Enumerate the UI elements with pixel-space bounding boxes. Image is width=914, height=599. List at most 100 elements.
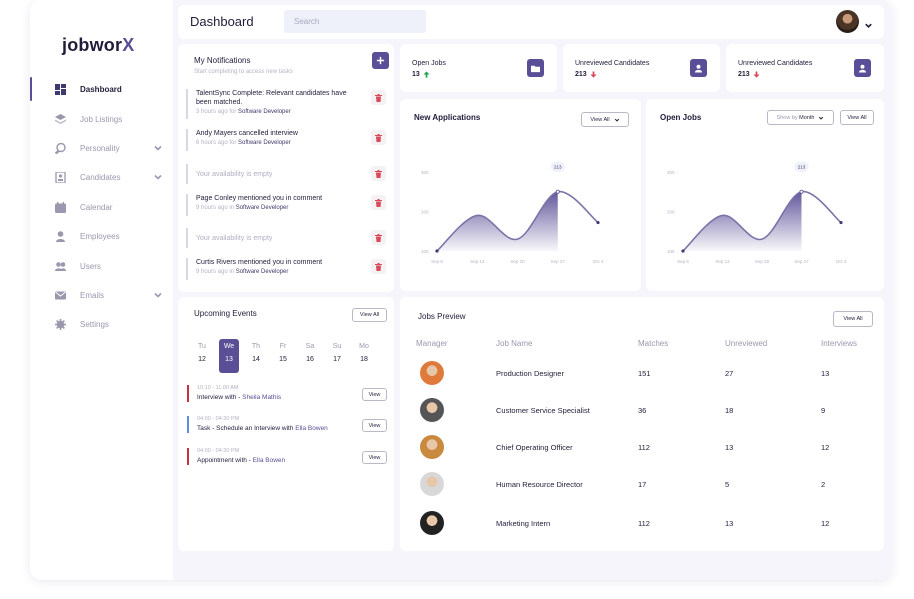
job-name[interactable]: Human Resource Director: [496, 480, 583, 489]
column-header[interactable]: Unreviewed: [725, 339, 768, 348]
delete-notification-button[interactable]: [371, 166, 386, 181]
table-row[interactable]: Customer Service Specialist 36 18 9: [400, 392, 860, 429]
sidebar-item-emails[interactable]: Emails: [30, 281, 173, 310]
notification-target[interactable]: Software Developer: [238, 140, 291, 146]
data-point[interactable]: [596, 220, 600, 225]
day-date: 13: [225, 356, 233, 363]
column-header[interactable]: Interviews: [821, 339, 858, 348]
view-event-button[interactable]: View: [362, 419, 387, 432]
x-tick-label: Sep 6: [431, 259, 443, 264]
column-header[interactable]: Manager: [416, 339, 448, 348]
view-event-button[interactable]: View: [362, 388, 387, 401]
sidebar-item-label: Candidates: [80, 173, 121, 183]
show-by-dropdown[interactable]: Show by Month: [767, 110, 834, 125]
job-name[interactable]: Customer Service Specialist: [496, 406, 590, 415]
x-tick-label: Sep 27: [551, 259, 566, 264]
data-point[interactable]: [839, 220, 843, 225]
day-mo[interactable]: Mo 18: [354, 339, 374, 373]
y-tick-label: 100: [667, 249, 675, 254]
notification-target[interactable]: Software Developer: [238, 109, 291, 115]
sidebar-item-dashboard[interactable]: Dashboard: [30, 75, 173, 104]
sidebar-item-job-listings[interactable]: Job Listings: [30, 104, 173, 133]
table-row[interactable]: Human Resource Director 17 5 2: [400, 466, 860, 503]
chevron-down-icon[interactable]: [153, 290, 163, 300]
notification-target[interactable]: Software Developer: [235, 269, 289, 275]
manager-avatar[interactable]: [420, 398, 444, 422]
event-person[interactable]: Ella Bowen: [295, 425, 328, 432]
interviews-count: 13: [821, 369, 830, 378]
data-point[interactable]: [435, 249, 439, 253]
sidebar-item-personality[interactable]: Personality: [30, 134, 173, 163]
person-button[interactable]: [690, 59, 707, 77]
day-su[interactable]: Su 17: [327, 339, 347, 373]
open-jobs-view-all-button[interactable]: View All: [840, 110, 874, 125]
user-avatar[interactable]: [836, 10, 859, 33]
manager-avatar[interactable]: [420, 435, 444, 459]
y-tick-label: 300: [421, 170, 429, 175]
matches-count: 36: [638, 406, 647, 415]
event-title: Interview with - Sheila Mathis: [197, 394, 347, 402]
table-row[interactable]: Chief Operating Officer 112 13 12: [400, 429, 860, 466]
data-point[interactable]: [681, 249, 685, 253]
notifications-subtitle: Start completing to access new tasks: [194, 69, 293, 75]
chevron-down-icon[interactable]: [153, 172, 163, 182]
stat-value: 213: [738, 71, 760, 78]
event-person[interactable]: Sheila Mathis: [242, 394, 282, 401]
sidebar-item-settings[interactable]: Settings: [30, 310, 173, 339]
notification-text: Curtis Rivers mentioned you in comment: [196, 259, 323, 266]
event-title: Task - Schedule an Interview with Ella B…: [197, 425, 347, 433]
sidebar-item-employees[interactable]: Employees: [30, 222, 173, 251]
delete-notification-button[interactable]: [371, 130, 386, 145]
stat-value: 13: [412, 71, 430, 78]
day-fr[interactable]: Fr 15: [273, 339, 293, 373]
stat-label: Unreviewed Candidates: [575, 60, 650, 67]
delete-notification-button[interactable]: [371, 90, 386, 105]
job-name[interactable]: Production Designer: [496, 369, 564, 378]
day-tu[interactable]: Tu 12: [192, 339, 212, 373]
notification-target[interactable]: Software Developer: [235, 205, 289, 211]
series-line: [436, 190, 599, 252]
event-person[interactable]: Ella Bowen: [252, 457, 286, 464]
new-applications-view-all-button[interactable]: View All: [581, 112, 629, 127]
manager-avatar[interactable]: [420, 472, 444, 496]
job-name[interactable]: Marketing Intern: [496, 519, 551, 528]
matches-count: 112: [638, 443, 650, 452]
notification-item: Your availability is empty: [186, 228, 386, 248]
column-header[interactable]: Job Name: [496, 339, 533, 348]
manager-avatar[interactable]: [420, 511, 444, 535]
notification-item: Page Conley mentioned you in comment 9 ho…: [186, 194, 386, 216]
view-event-button[interactable]: View: [362, 451, 387, 464]
person-button[interactable]: [854, 59, 871, 77]
delete-notification-button[interactable]: [371, 259, 386, 274]
logo[interactable]: jobworX: [62, 35, 134, 56]
candidates-icon: [55, 172, 66, 184]
data-point[interactable]: [555, 189, 560, 194]
day-date: 14: [252, 356, 260, 363]
chevron-down-icon[interactable]: [153, 143, 163, 153]
stat-value: 213: [575, 71, 597, 78]
job-name[interactable]: Chief Operating Officer: [496, 443, 573, 452]
data-point[interactable]: [799, 189, 804, 194]
table-row[interactable]: Production Designer 151 27 13: [400, 355, 860, 392]
chevron-down-icon[interactable]: [864, 17, 873, 28]
sidebar-item-calendar[interactable]: Calendar: [30, 193, 173, 222]
jobs-view-all-button[interactable]: View All: [833, 311, 873, 327]
sidebar-item-label: Job Listings: [80, 114, 123, 124]
folder-button[interactable]: [527, 59, 544, 77]
column-header[interactable]: Matches: [638, 339, 669, 348]
x-tick-label: Sep 13: [715, 259, 730, 264]
day-th[interactable]: Th 14: [246, 339, 266, 373]
sidebar-item-candidates[interactable]: Candidates: [30, 163, 173, 192]
delete-notification-button[interactable]: [371, 230, 386, 245]
table-row[interactable]: Marketing Intern 112 13 12: [400, 505, 860, 542]
delete-notification-button[interactable]: [371, 195, 386, 210]
sidebar-item-users[interactable]: Users: [30, 251, 173, 280]
sidebar-item-label: Users: [80, 261, 101, 271]
day-sa[interactable]: Sa 16: [300, 339, 320, 373]
gear-icon: [55, 319, 66, 331]
add-notification-button[interactable]: [372, 52, 389, 69]
day-we[interactable]: We 13: [219, 339, 239, 373]
search-input[interactable]: [284, 10, 426, 33]
manager-avatar[interactable]: [420, 361, 444, 385]
events-view-all-button[interactable]: View All: [352, 308, 387, 322]
